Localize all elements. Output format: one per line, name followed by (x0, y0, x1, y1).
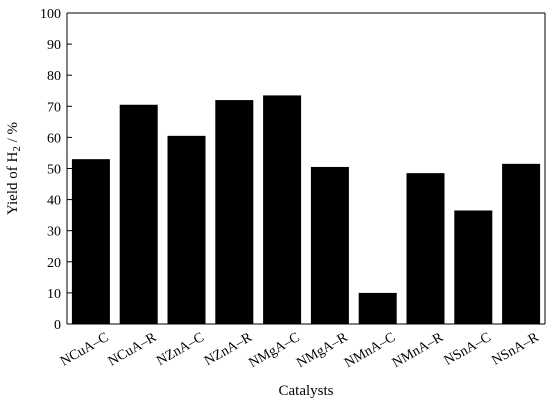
x-tick-label: NMnA–C (342, 330, 398, 371)
x-tick-label: NMgA–C (246, 330, 302, 371)
y-tick-label: 50 (47, 163, 61, 178)
bar (406, 173, 445, 324)
bar (310, 166, 349, 324)
bar (263, 95, 302, 324)
plot-area: NCuA–CNCuA–RNZnA–CNZnA–RNMgA–CNMgA–RNMnA… (40, 7, 546, 371)
y-tick-label: 20 (47, 256, 61, 271)
y-tick-label: 90 (47, 38, 61, 53)
y-tick-label: 80 (47, 69, 61, 84)
bar (502, 163, 541, 324)
y-tick-label: 70 (47, 100, 61, 115)
x-tick-labels: NCuA–CNCuA–RNZnA–CNZnA–RNMgA–CNMgA–RNMnA… (58, 330, 542, 371)
y-axis-title-unit: / % (5, 122, 21, 146)
y-tick-label: 100 (40, 7, 61, 22)
x-tick-label: NZnA–C (154, 330, 207, 369)
x-tick-label: NCuA–R (106, 330, 160, 370)
y-tick-label: 60 (47, 131, 61, 146)
y-tick-label: 0 (54, 318, 61, 333)
y-axis-title-subscript: 2 (11, 146, 23, 152)
y-tick-label: 10 (47, 287, 61, 302)
x-tick-label: NZnA–R (202, 330, 255, 369)
bar (167, 135, 206, 324)
y-ticks: 0 10 20 30 40 50 60 70 80 90 100 (40, 7, 72, 333)
bar (71, 159, 110, 324)
bar (358, 292, 397, 324)
bar (215, 100, 254, 324)
bar (119, 104, 158, 325)
x-tick-label: NSnA–C (442, 330, 494, 369)
y-tick-label: 40 (47, 194, 61, 209)
bar (454, 210, 493, 324)
x-tick-label: NSnA–R (490, 330, 543, 369)
x-axis-title: Catalysts (279, 383, 334, 399)
x-tick-label: NMgA–R (294, 330, 351, 371)
x-tick-label: NCuA–C (58, 330, 111, 369)
bars-group (71, 95, 541, 325)
y-axis-title: Yield of H2 / % (5, 122, 23, 215)
y-tick-label: 30 (47, 225, 61, 240)
y-axis-title-main: Yield of H (5, 152, 21, 215)
x-tick-label: NMnA–R (390, 330, 447, 371)
